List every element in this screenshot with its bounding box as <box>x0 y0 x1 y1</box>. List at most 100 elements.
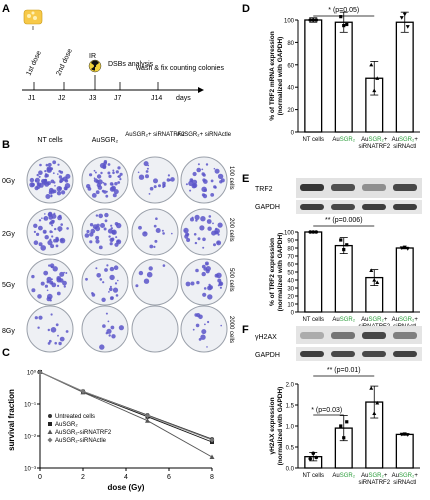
replicate-point <box>405 25 410 29</box>
colony <box>217 284 220 287</box>
colony <box>117 279 119 282</box>
colony <box>49 263 55 268</box>
colony <box>196 313 201 318</box>
y-tick-label: 80 <box>287 247 294 253</box>
h2ax-band <box>362 332 386 339</box>
culture-plate <box>26 305 74 353</box>
data-point <box>209 437 215 443</box>
y-tick-label: 50 <box>287 271 294 277</box>
col-ausgr2-sictl: AuSGR₂+ siRNActle <box>177 132 232 138</box>
panel-e: E TRF2 GAPDH 0 10 20 30 40 50 60 70 80 90 100 % of … <box>242 173 422 330</box>
colony <box>36 184 41 189</box>
y-tick-label: 40 <box>287 279 294 285</box>
significance-label: * (p=0.05) <box>328 7 359 14</box>
colony <box>93 177 96 179</box>
colony <box>36 232 40 236</box>
colony <box>184 230 186 232</box>
colony <box>189 189 192 192</box>
colony <box>153 178 158 184</box>
event-ir: IR <box>89 53 96 60</box>
data-point <box>145 413 150 419</box>
colony <box>38 219 42 222</box>
colony <box>214 168 220 174</box>
data-point <box>48 422 52 426</box>
replicate-point <box>314 18 319 22</box>
colony <box>220 324 222 327</box>
colony <box>143 161 149 167</box>
colony <box>50 220 55 225</box>
colony <box>162 264 166 267</box>
legend-entry: Untreated cells <box>55 414 95 420</box>
colony <box>110 325 115 330</box>
colony <box>89 223 94 227</box>
category-label-line2: siRNActl <box>393 144 416 150</box>
y-tick-label: 80 <box>287 41 294 47</box>
colony <box>95 179 100 184</box>
colony <box>202 173 206 177</box>
colony <box>103 160 108 164</box>
colony <box>100 171 103 175</box>
x-tick-label: 6 <box>167 474 171 481</box>
blot-label-gapdh-e: GAPDH <box>255 204 280 211</box>
colony <box>59 170 64 174</box>
colony <box>137 171 140 174</box>
western-blot-f <box>300 332 417 357</box>
colony <box>211 230 217 236</box>
category-label: AuSGR₂ <box>332 473 355 479</box>
colony <box>201 264 206 269</box>
colony <box>148 266 153 271</box>
colony <box>202 292 207 297</box>
y-axis-label-line2: (normalized with GAPDH) <box>277 233 284 312</box>
gapdh-band <box>300 351 324 357</box>
culture-plate <box>131 305 179 353</box>
colony <box>166 178 170 182</box>
colony <box>206 263 208 265</box>
colony <box>40 281 45 286</box>
colony <box>51 278 53 281</box>
colony <box>34 177 40 183</box>
colony <box>51 282 57 288</box>
colony <box>50 327 57 333</box>
gapdh-blot-strip-f <box>296 347 422 361</box>
colony <box>216 240 222 246</box>
colony <box>218 281 224 287</box>
colony <box>45 194 51 199</box>
colony <box>96 174 102 179</box>
gapdh-band <box>393 204 417 210</box>
category-label: AuSGR₂+ <box>392 317 419 323</box>
culture-plate <box>81 258 129 306</box>
trf2-band <box>362 184 386 191</box>
bar <box>304 19 323 133</box>
x-tick-label: 0 <box>38 474 42 481</box>
colony <box>48 339 52 343</box>
replicate-point <box>402 12 407 17</box>
colony <box>96 223 100 227</box>
colony <box>56 191 62 196</box>
bar <box>395 21 414 133</box>
series-line <box>39 371 213 441</box>
colony <box>58 341 62 346</box>
category-label: NT cells <box>302 473 324 479</box>
gapdh-band <box>362 351 386 357</box>
colony <box>95 239 100 244</box>
culture-plate <box>131 208 179 256</box>
colony <box>186 238 191 242</box>
colony <box>207 285 212 291</box>
colony <box>146 167 149 170</box>
colony <box>102 281 105 284</box>
col-ausgr2: AuSGR₂ <box>92 137 119 144</box>
colony <box>33 230 37 233</box>
replicate-point <box>372 411 377 415</box>
colony <box>204 323 206 326</box>
gapdh-band <box>300 204 324 210</box>
colony <box>197 237 201 241</box>
colony <box>207 320 210 324</box>
colony <box>117 181 121 184</box>
colony <box>61 190 66 195</box>
replicate-point <box>311 451 316 456</box>
colony <box>46 181 51 186</box>
colony <box>109 285 112 288</box>
colony <box>99 278 103 281</box>
day-j2: J2 <box>58 95 66 102</box>
colony <box>54 185 56 187</box>
